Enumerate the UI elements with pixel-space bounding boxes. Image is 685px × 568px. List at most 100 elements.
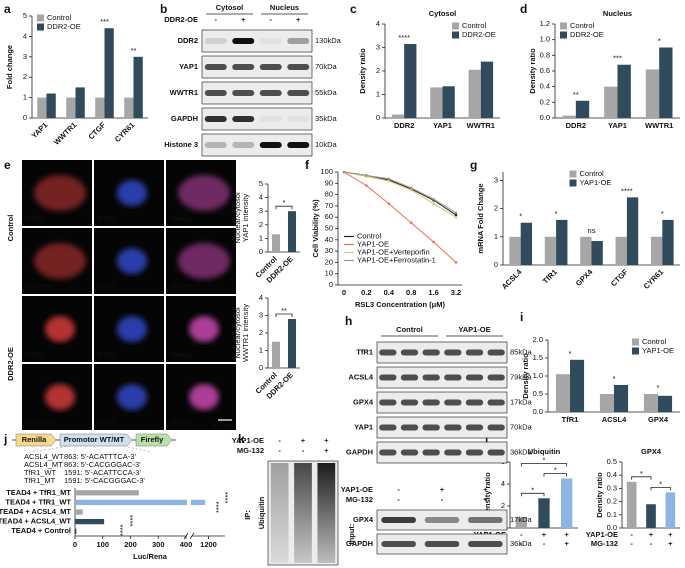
bar: [75, 499, 206, 506]
lane-value: -: [215, 15, 218, 24]
bar: [658, 395, 673, 412]
x-tick-label: YAP1: [608, 121, 627, 130]
comparison-bracket: [275, 313, 293, 317]
blot-row-name: Histone 3: [164, 140, 198, 149]
legend-label: YAP1-OE: [642, 346, 674, 355]
significance: *: [531, 485, 534, 494]
bar: [561, 478, 573, 528]
blot-band: [444, 349, 462, 356]
y-tick-label: 0.0: [540, 113, 550, 122]
y-tick-label: 4: [501, 479, 505, 488]
construct-element: [135, 433, 173, 447]
cell-signal: [178, 243, 230, 279]
construct-element: [59, 433, 133, 447]
construct-pointer: [29, 445, 151, 453]
sequence-text: ACSL4_MT: [24, 460, 63, 469]
line: [343, 171, 457, 214]
blot-band: [487, 449, 505, 456]
y-tick-label: 4: [376, 19, 380, 28]
blot-group-label: Cytosol: [216, 3, 244, 12]
y-tick-label: 2: [259, 220, 263, 229]
condition-value: +: [668, 539, 673, 548]
legend-label: Control: [642, 337, 667, 346]
x-tick-label: 1200: [200, 540, 217, 549]
x-tick-label: WWTR1: [52, 120, 78, 146]
legend-label: Control: [580, 169, 605, 178]
y-tick-label: 2.0: [533, 335, 543, 344]
significance: ***: [613, 54, 622, 63]
blot-smear: [317, 463, 336, 563]
y-tick-label: TEAD4 + Control: [11, 526, 71, 535]
y-tick-label: 4: [259, 193, 263, 202]
blot-band: [424, 541, 460, 547]
x-tick-label: 0.4: [384, 288, 395, 297]
significance: **: [281, 306, 287, 315]
comparison-bracket: [650, 486, 671, 491]
blot-band: [287, 142, 310, 148]
blot-band: [204, 142, 227, 148]
bar: [391, 114, 405, 118]
panel-letter: j: [3, 432, 7, 446]
y-tick-label: 0.5: [533, 389, 543, 398]
axis-break: [187, 488, 191, 539]
blot-row-name: TfR1: [356, 347, 373, 356]
bar: [538, 498, 550, 528]
blot-band: [287, 64, 310, 70]
y-tick-label: 1.0: [540, 35, 550, 44]
y-tick-label: 80: [325, 190, 333, 199]
lane-value: -: [441, 495, 444, 504]
blot-row-name: GAPDH: [346, 447, 373, 456]
sequence-text: ACSL4_WT: [24, 452, 64, 461]
bar: [520, 222, 533, 265]
bar: [288, 319, 296, 368]
bar: [626, 481, 637, 528]
blot-row-name: YAP1: [179, 62, 198, 71]
x-tick-label: 0.2: [361, 288, 371, 297]
blot-band: [204, 38, 227, 44]
blot-row-name: GPX4: [353, 515, 374, 524]
y-tick-label: 60: [325, 212, 333, 221]
significance: *: [661, 209, 664, 218]
y-tick-label: 20: [325, 257, 333, 266]
y-tick-label: TEAD4 + ACSL4_WT: [0, 517, 71, 526]
blot-frame: [201, 29, 313, 53]
y-tick-label: 2: [259, 328, 263, 337]
cell-signal: [117, 248, 147, 274]
bar: [468, 69, 481, 118]
y-axis-label: Fold change: [5, 45, 14, 89]
condition-value: +: [668, 530, 673, 539]
x-tick-label: GPX4: [574, 267, 595, 288]
y-tick-label: 0: [23, 113, 27, 122]
blot-band: [259, 64, 282, 70]
y-tick-label: 0.1: [607, 510, 617, 519]
blot-band: [381, 517, 416, 523]
cell-signal: [189, 316, 219, 342]
blot-band: [232, 142, 255, 148]
y-tick-label: 2: [23, 72, 27, 81]
scale-bar-label: 20 μm: [211, 421, 232, 430]
blot-band: [379, 449, 397, 456]
panel-letter: h: [345, 314, 352, 328]
bar: [272, 234, 280, 252]
bar: [555, 374, 570, 412]
sequence-text: 863: 5'-ACATTTCA-3': [64, 452, 136, 461]
legend-label: YAP1-OE: [357, 239, 389, 248]
y-tick-label: 0: [494, 260, 498, 269]
line-marker: [432, 202, 435, 205]
channel-label: Merge: [170, 418, 191, 427]
y-axis-label: WWTR1 intensity: [241, 304, 250, 362]
condition-name: YAP1-OE: [586, 530, 618, 539]
bar: [575, 100, 590, 118]
blot-band: [400, 349, 419, 356]
line-marker: [432, 240, 435, 244]
blot-band: [400, 399, 419, 406]
blot-size: 36kDa: [510, 447, 533, 456]
channel-label: DAPI: [98, 214, 116, 223]
blot-band: [444, 399, 462, 406]
x-tick-label: 300: [152, 540, 165, 549]
condition-value: -: [520, 539, 523, 548]
panel-letter: b: [160, 2, 167, 16]
blot-band: [424, 517, 460, 523]
significance: *: [658, 36, 661, 45]
lane-row-name: MG-132: [237, 446, 264, 455]
